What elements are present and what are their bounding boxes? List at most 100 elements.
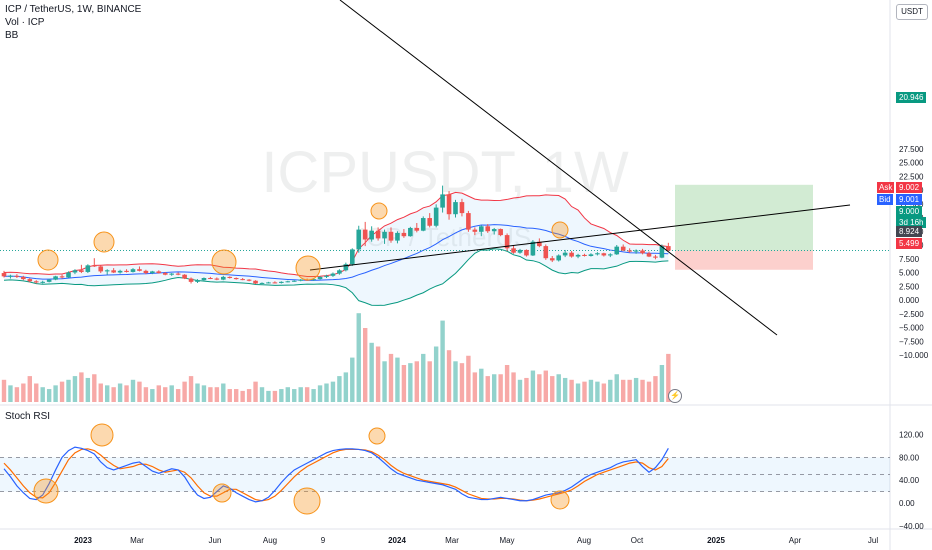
volume-bar [240,390,245,402]
volume-bar [595,381,600,402]
volume-bar [479,368,484,402]
volume-bar [511,372,516,402]
candle-body [395,232,400,241]
candle-body [595,253,600,255]
candle-body [279,281,284,283]
stoch-highlight-circle [33,478,59,504]
volume-bar [143,387,149,402]
stoch-highlight-circle [368,427,386,445]
candle-body [408,227,413,237]
volume-bar [375,346,381,402]
candle-body [601,253,607,256]
candle-body [549,258,555,261]
volume-bar [524,377,529,402]
descending-trendline [339,0,778,336]
candle-body [182,274,187,279]
volume-bar [382,361,387,402]
candle-body [137,269,142,271]
volume-bar [421,353,426,402]
candle-body [646,253,652,257]
volume-bar [446,350,452,402]
bb-fill [4,192,669,306]
candle-body [317,276,323,280]
stoch-rsi-title[interactable]: Stoch RSI [5,411,51,422]
candle-body [375,230,381,239]
volume-bar [472,372,478,402]
candle-body [1,273,7,277]
volume-bar [337,376,342,402]
candle-body [8,275,13,277]
bb-basis-line [3,224,669,281]
volume-bar [537,374,542,402]
volume-bar [208,387,213,402]
candle-body [150,271,155,274]
volume-bar [569,379,574,402]
volume-bar [175,389,181,402]
candle-body [201,278,207,281]
volume-bar [330,381,336,402]
time-axis-label: Mar [445,536,459,545]
volume-legend[interactable]: Vol · ICP [5,17,45,28]
candle-body [221,276,226,280]
volume-bar [601,383,607,402]
volume-bar [550,376,555,402]
volume-bar [388,353,394,402]
candle-body [33,281,39,283]
candle-body [401,232,407,237]
candle-body [620,246,626,251]
volume-bar [582,381,587,402]
volume-bar [640,379,645,402]
bid-price-tag: 9.001 [896,194,923,205]
candle-body [40,281,45,283]
volume-bar [66,379,71,402]
volume-bar [169,385,174,402]
volume-bar [27,376,32,402]
volume-bar [85,377,91,402]
candle-body [285,281,291,283]
candle-body [543,246,549,259]
volume-bar [292,389,297,402]
candle-body [72,270,78,273]
volume-bar [201,385,207,402]
time-axis-label: May [499,536,514,545]
candle-body [659,246,665,258]
candle-body [427,218,432,226]
candle-body [130,269,136,272]
volume-bar [182,381,187,402]
currency-button[interactable]: USDT [896,4,928,20]
candle-body [459,202,465,214]
volume-bar [363,328,368,402]
bb-legend[interactable]: BB [5,30,19,41]
volume-bar [440,320,445,402]
time-axis-label: Aug [263,536,277,545]
volume-bar [517,379,523,402]
volume-bar [1,379,7,402]
volume-bar [105,385,110,402]
candle-body [53,276,58,280]
price-axis-tick: 5.000 [899,269,920,278]
price-pane [0,0,890,405]
time-axis-label: Jun [209,536,222,545]
symbol-legend[interactable]: ICP / TetherUS, 1W, BINANCE [5,4,142,15]
volume-bar [124,385,129,402]
stoch-axis-tick: −40.00 [899,522,924,531]
stoch-highlight-circle [212,483,232,503]
candle-body [491,229,497,232]
time-axis-label: 2024 [388,536,406,545]
candle-body [92,265,97,267]
volume-bar [575,383,581,402]
lightning-icon[interactable]: ⚡ [668,389,682,403]
candle-body [233,278,239,280]
candle-body [117,270,123,273]
candle-body [188,278,194,282]
volume-bar [659,365,665,402]
time-axis-label: Mar [130,536,144,545]
candle-body [504,235,510,249]
candle-body [472,229,478,232]
volume-bar [246,389,252,402]
volume-bar [485,376,490,402]
candle-body [433,207,439,226]
price-axis-tick: 22.500 [899,172,924,181]
watermark-symbol: ICPUSDT, 1W [261,140,629,205]
